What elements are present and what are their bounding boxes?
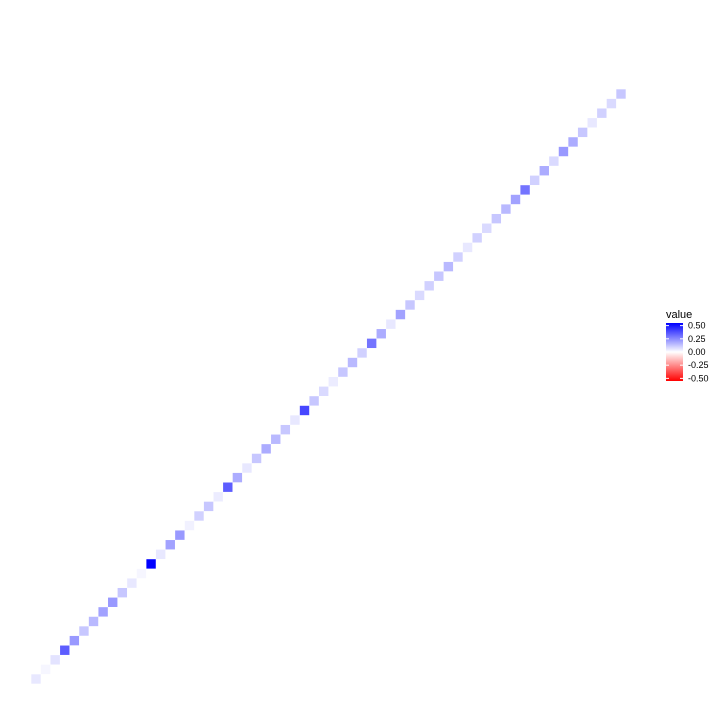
heatmap-cell bbox=[251, 453, 262, 464]
heatmap-cell bbox=[127, 578, 137, 588]
heatmap-cell bbox=[577, 127, 588, 138]
heatmap-cell bbox=[568, 137, 578, 147]
heatmap-cell bbox=[424, 281, 434, 291]
heatmap-cell bbox=[472, 233, 482, 243]
heatmap-cell bbox=[462, 242, 473, 253]
legend-tick-label: -0.25 bbox=[688, 360, 709, 370]
legend-tick-label: -0.50 bbox=[688, 373, 709, 383]
heatmap-cell bbox=[203, 501, 214, 512]
heatmap-cell bbox=[539, 166, 549, 176]
heatmap-cell bbox=[453, 252, 463, 262]
heatmap-cell bbox=[165, 540, 175, 550]
heatmap-cell bbox=[290, 415, 300, 425]
heatmap-cell bbox=[491, 213, 502, 224]
heatmap-cell bbox=[88, 616, 99, 627]
heatmap-cell bbox=[242, 463, 252, 473]
heatmap-cell bbox=[510, 194, 521, 205]
legend-tick-label: 0.25 bbox=[688, 334, 706, 344]
heatmap-cell bbox=[232, 472, 243, 483]
heatmap-cell bbox=[549, 156, 559, 166]
heatmap-cell bbox=[366, 338, 377, 349]
heatmap-cell bbox=[597, 108, 607, 118]
heatmap-cell bbox=[443, 261, 454, 272]
heatmap-cell bbox=[606, 98, 617, 109]
heatmap-cell bbox=[357, 348, 367, 358]
heatmap-cell bbox=[434, 271, 444, 281]
heatmap-cells bbox=[31, 89, 626, 684]
legend-tick-label: 0.50 bbox=[688, 321, 706, 331]
heatmap-cell bbox=[271, 434, 281, 444]
heatmap-cell bbox=[587, 118, 597, 128]
heatmap-cell bbox=[309, 396, 319, 406]
heatmap-cell bbox=[98, 607, 108, 617]
heatmap-cell bbox=[386, 319, 396, 329]
heatmap-cell bbox=[60, 645, 70, 655]
heatmap-cell bbox=[155, 549, 166, 560]
legend-tick-label: 0.00 bbox=[688, 347, 706, 357]
heatmap-cell bbox=[414, 290, 425, 301]
heatmap-cell bbox=[213, 492, 223, 502]
heatmap-cell bbox=[328, 377, 338, 387]
heatmap-cell bbox=[338, 367, 348, 377]
heatmap-cell bbox=[184, 520, 195, 531]
heatmap-cell bbox=[376, 329, 386, 339]
heatmap-cell bbox=[501, 204, 511, 214]
heatmap-cell bbox=[280, 424, 291, 435]
heatmap-cell bbox=[395, 309, 406, 320]
heatmap-cell bbox=[482, 223, 492, 233]
heatmap-cell bbox=[616, 89, 626, 99]
heatmap-cell bbox=[299, 405, 310, 416]
heatmap-cell bbox=[347, 357, 358, 368]
heatmap-cell bbox=[405, 300, 415, 310]
legend-title: value bbox=[666, 309, 692, 321]
heatmap-cell bbox=[223, 482, 233, 492]
heatmap-cell bbox=[520, 185, 530, 195]
heatmap-cell bbox=[261, 444, 271, 454]
heatmap-cell bbox=[558, 146, 569, 157]
heatmap-cell bbox=[117, 587, 128, 598]
heatmap-cell bbox=[194, 511, 204, 521]
heatmap-cell bbox=[79, 626, 89, 636]
heatmap-cell bbox=[50, 655, 60, 665]
heatmap-cell bbox=[31, 674, 41, 684]
legend-ticks: 0.50 0.25 0.00 -0.25 -0.50 bbox=[666, 321, 709, 383]
heatmap-cell bbox=[319, 386, 329, 396]
heatmap-cell bbox=[529, 175, 540, 186]
heatmap-cell bbox=[69, 635, 80, 646]
legend-colorbar bbox=[666, 323, 683, 381]
heatmap-cell bbox=[136, 568, 147, 579]
heatmap-cell bbox=[108, 597, 118, 607]
heatmap-cell bbox=[175, 530, 185, 540]
heatmap-cell bbox=[146, 559, 156, 569]
color-legend: value 0.50 0.25 0.00 -0.25 -0.50 bbox=[666, 309, 709, 383]
heatmap-cell bbox=[40, 664, 51, 675]
